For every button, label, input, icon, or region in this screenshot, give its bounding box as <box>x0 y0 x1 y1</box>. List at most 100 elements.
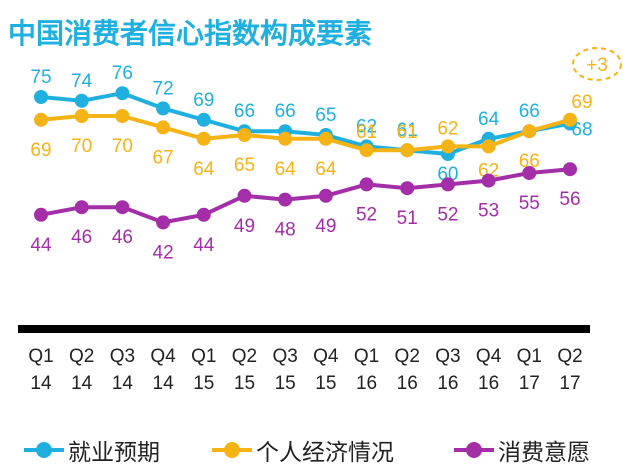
data-label: 69 <box>193 90 214 111</box>
series-employment: 75 74 76 72 69 66 66 65 62 61 60 64 66 68 <box>30 63 592 185</box>
data-label: 68 <box>571 120 592 141</box>
legend-swatch-icon <box>24 432 64 468</box>
data-point <box>440 139 455 154</box>
data-point <box>400 181 415 196</box>
data-label: 51 <box>397 208 418 229</box>
data-label: 72 <box>153 78 174 99</box>
data-label: 66 <box>519 151 540 172</box>
data-label: 65 <box>234 155 255 176</box>
data-label: 70 <box>112 136 133 157</box>
data-point <box>400 143 415 158</box>
data-label: 64 <box>193 159 215 180</box>
data-point <box>318 131 333 146</box>
data-label: 49 <box>234 216 255 237</box>
data-label: 42 <box>153 242 174 263</box>
data-label: 44 <box>193 235 215 256</box>
x-tick-label: Q1 16 <box>354 346 379 394</box>
data-point <box>237 128 252 142</box>
data-label: 66 <box>275 101 296 122</box>
data-label: 52 <box>437 204 458 225</box>
x-tick-label: Q1 17 <box>517 346 542 394</box>
data-point <box>74 109 89 123</box>
x-tick-label: Q3 15 <box>272 346 297 394</box>
data-label: 55 <box>519 193 540 214</box>
x-tick-label: Q3 14 <box>110 346 135 394</box>
data-label: 62 <box>356 116 377 137</box>
data-label: 74 <box>71 71 93 92</box>
data-point <box>196 112 211 127</box>
data-label: 61 <box>397 122 418 143</box>
legend-dot <box>466 442 482 458</box>
legend-swatch-icon <box>212 432 252 468</box>
legend-label: 个人经济情况 <box>256 440 394 466</box>
data-point <box>237 188 252 203</box>
data-label: 64 <box>315 159 337 180</box>
data-label: 60 <box>437 164 458 185</box>
x-tick-label: Q1 15 <box>191 346 216 394</box>
data-label: 44 <box>30 235 52 256</box>
legend-item-employment: 就业预期 <box>24 432 160 468</box>
data-point <box>34 112 48 127</box>
data-label: 62 <box>437 118 458 139</box>
x-tick-label: Q4 14 <box>150 346 176 394</box>
x-tick-label: Q3 16 <box>435 346 460 394</box>
data-label: 61 <box>397 120 418 141</box>
data-point <box>74 93 89 108</box>
data-label: 64 <box>275 159 297 180</box>
data-label: 49 <box>315 216 336 237</box>
data-label: 66 <box>519 101 540 122</box>
legend-swatch-icon <box>454 432 494 468</box>
data-label: 70 <box>71 136 92 157</box>
data-point <box>522 166 537 180</box>
data-point <box>563 112 577 127</box>
x-tick-label: Q4 16 <box>476 346 502 394</box>
data-point <box>196 207 211 222</box>
legend-dot <box>224 442 240 458</box>
data-point <box>481 173 496 188</box>
legend: 就业预期 个人经济情况 消费意愿 <box>24 432 623 468</box>
data-point <box>481 139 496 154</box>
data-point <box>278 131 293 146</box>
data-label: 69 <box>30 140 51 161</box>
data-label: 46 <box>112 227 133 248</box>
data-label: 64 <box>478 109 500 130</box>
data-label: 48 <box>275 220 296 241</box>
data-label: 52 <box>356 204 377 225</box>
data-point <box>522 124 537 139</box>
x-tick-label: Q2 14 <box>69 346 94 394</box>
data-point <box>34 90 48 104</box>
data-point <box>115 200 130 215</box>
legend-label: 就业预期 <box>68 440 160 466</box>
data-label: 56 <box>559 189 580 210</box>
data-point <box>318 188 333 203</box>
data-point <box>563 162 577 177</box>
x-tick-label: Q2 15 <box>232 346 257 394</box>
data-label: 46 <box>71 227 92 248</box>
data-label: 75 <box>30 67 51 88</box>
data-point <box>278 192 293 207</box>
data-label: 76 <box>112 63 133 84</box>
data-point <box>115 86 130 101</box>
data-point <box>359 143 374 158</box>
annotation-bubble: +3 <box>572 47 622 81</box>
data-point <box>156 101 171 116</box>
x-tick-label: Q2 17 <box>557 346 582 394</box>
x-tick-label: Q4 15 <box>313 346 339 394</box>
series-spending-intention: 44 46 46 42 44 49 48 49 52 51 52 53 55 56 <box>30 162 581 263</box>
data-point <box>156 120 171 135</box>
data-point <box>359 177 374 192</box>
data-label: 65 <box>315 105 336 126</box>
data-point <box>196 131 211 146</box>
data-label: 67 <box>153 147 174 168</box>
x-tick-label: Q1 14 <box>28 346 53 394</box>
series-line-employment <box>40 91 571 156</box>
legend-item-spending-intention: 消费意愿 <box>454 432 590 468</box>
x-tick-label: Q2 16 <box>395 346 420 394</box>
data-label: 53 <box>478 201 499 222</box>
legend-item-personal-finance: 个人经济情况 <box>212 432 394 468</box>
legend-label: 消费意愿 <box>498 440 590 466</box>
data-label: 66 <box>234 101 255 122</box>
data-point <box>115 109 130 123</box>
legend-dot <box>36 442 52 458</box>
